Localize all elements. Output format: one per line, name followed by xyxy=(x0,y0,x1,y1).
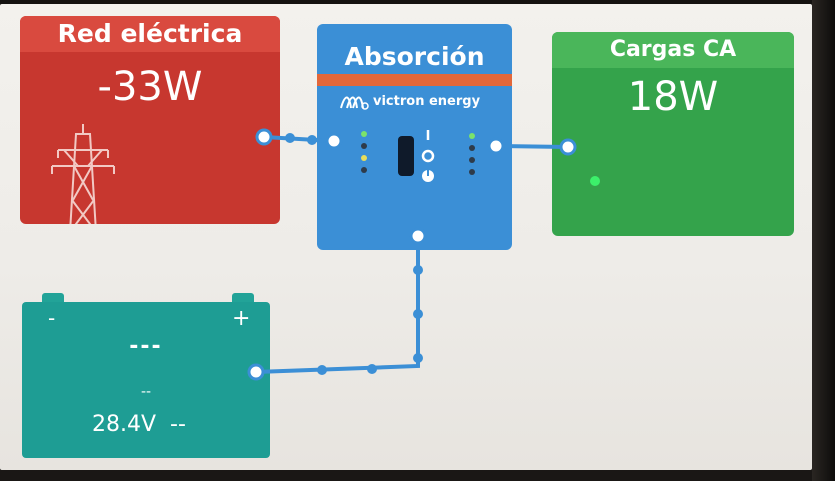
battery-positive-label: + xyxy=(232,306,251,331)
connector-node xyxy=(559,138,577,156)
flow-dot xyxy=(307,135,317,145)
connector-node xyxy=(247,363,265,381)
connector-node xyxy=(325,132,343,150)
connector-node xyxy=(255,128,273,146)
grid-title: Red eléctrica xyxy=(20,16,280,52)
flow-dot xyxy=(317,365,327,375)
ac-loads-power: 18W xyxy=(627,74,719,120)
battery-tile[interactable]: - + --- -- 28.4V -- xyxy=(22,302,270,458)
wire-grid-inverter xyxy=(263,135,335,143)
device-bezel-bottom xyxy=(0,470,812,481)
battery-time-remaining: -- xyxy=(140,384,152,400)
flow-dot xyxy=(413,353,423,363)
battery-soc: --- xyxy=(129,334,163,359)
wire-inverter-acloads xyxy=(495,144,569,149)
grid-tile[interactable]: Red eléctrica -33W xyxy=(20,16,280,224)
inverter-state: Absorción xyxy=(344,42,485,71)
connector-node xyxy=(409,227,427,245)
connector-node xyxy=(487,137,505,155)
device-bezel xyxy=(812,0,835,481)
inverter-control-panel xyxy=(361,130,475,182)
battery-readings: 28.4V -- xyxy=(92,412,186,437)
brand-name: victron energy xyxy=(373,93,481,109)
flow-dot xyxy=(285,133,295,143)
battery-voltage: 28.4V xyxy=(92,412,157,437)
flow-dot xyxy=(413,265,423,275)
flow-dot xyxy=(367,364,377,374)
inverter-accent-stripe xyxy=(317,74,512,86)
battery-current: -- xyxy=(170,412,186,437)
victron-logo: victron energy xyxy=(339,90,480,112)
wire-inverter-battery xyxy=(255,238,420,374)
ac-status-dot xyxy=(590,176,600,186)
ac-loads-tile[interactable]: Cargas CA 18W xyxy=(552,32,794,236)
power-tower-icon xyxy=(51,124,115,224)
ac-loads-title: Cargas CA xyxy=(552,32,794,68)
victron-logo-icon xyxy=(340,96,369,110)
inverter-tile[interactable]: Absorción victron energy xyxy=(317,24,512,250)
grid-power: -33W xyxy=(97,64,203,110)
battery-negative-label: - xyxy=(48,306,56,330)
flow-dot xyxy=(413,309,423,319)
